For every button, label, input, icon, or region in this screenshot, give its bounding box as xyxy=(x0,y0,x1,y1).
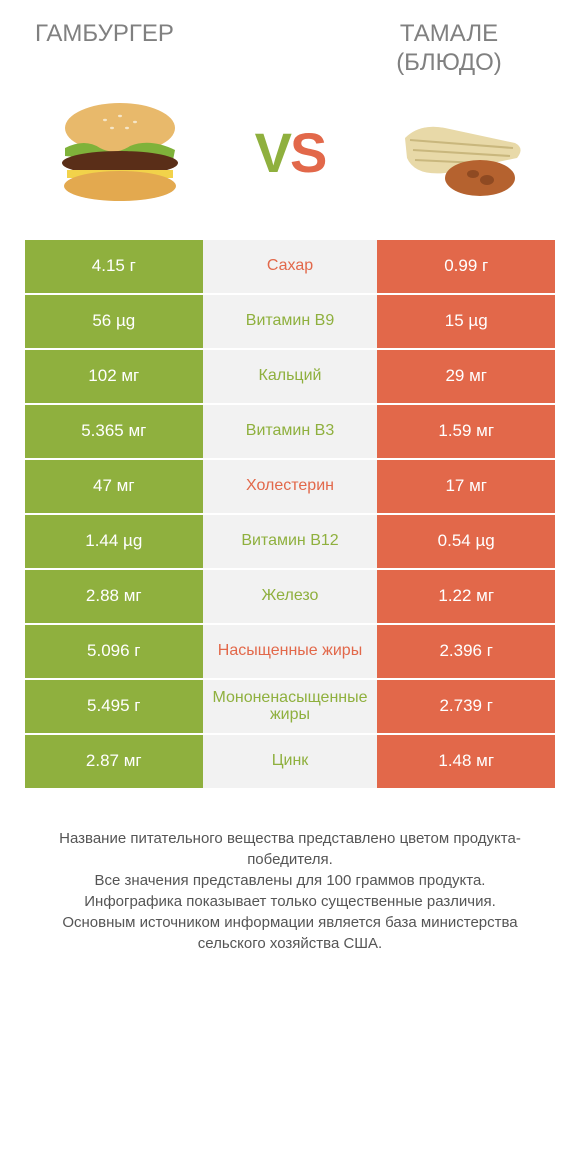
nutrient-label: Кальций xyxy=(203,350,378,403)
nutrient-label: Насыщенные жиры xyxy=(203,625,378,678)
table-row: 1.44 µgВитамин B120.54 µg xyxy=(25,513,555,568)
value-right: 1.22 мг xyxy=(377,570,555,623)
nutrient-label: Витамин B9 xyxy=(203,295,378,348)
vs-row: VS xyxy=(25,98,555,208)
value-right: 15 µg xyxy=(377,295,555,348)
value-left: 102 мг xyxy=(25,350,203,403)
header-row: ГАМБУРГЕР ТАМАЛЕ (БЛЮДО) xyxy=(25,20,555,78)
footer-line: Основным источником информации является … xyxy=(30,912,550,954)
table-row: 2.88 мгЖелезо1.22 мг xyxy=(25,568,555,623)
comparison-infographic: ГАМБУРГЕР ТАМАЛЕ (БЛЮДО) VS xyxy=(0,0,580,984)
product-right-title-line2: (БЛЮДО) xyxy=(343,49,555,78)
vs-label: VS xyxy=(255,120,326,185)
value-right: 1.48 мг xyxy=(377,735,555,788)
value-right: 2.739 г xyxy=(377,680,555,733)
footer-line: Инфографика показывает только существенн… xyxy=(30,891,550,912)
nutrient-label: Витамин B12 xyxy=(203,515,378,568)
value-left: 47 мг xyxy=(25,460,203,513)
table-row: 2.87 мгЦинк1.48 мг xyxy=(25,733,555,788)
value-right: 0.54 µg xyxy=(377,515,555,568)
product-right-title-line1: ТАМАЛЕ xyxy=(343,20,555,49)
value-left: 5.495 г xyxy=(25,680,203,733)
table-row: 4.15 гСахар0.99 г xyxy=(25,238,555,293)
table-row: 5.495 гМононенасыщенные жиры2.739 г xyxy=(25,678,555,733)
tamale-icon xyxy=(385,98,535,208)
value-right: 29 мг xyxy=(377,350,555,403)
vs-s: S xyxy=(290,121,325,184)
footer-line: Все значения представлены для 100 граммо… xyxy=(30,870,550,891)
product-right-title: ТАМАЛЕ (БЛЮДО) xyxy=(343,20,555,78)
value-left: 2.88 мг xyxy=(25,570,203,623)
product-left-title: ГАМБУРГЕР xyxy=(25,20,237,49)
table-row: 5.365 мгВитамин B31.59 мг xyxy=(25,403,555,458)
value-left: 5.096 г xyxy=(25,625,203,678)
nutrient-label: Сахар xyxy=(203,240,378,293)
table-row: 56 µgВитамин B915 µg xyxy=(25,293,555,348)
footer-line: Название питательного вещества представл… xyxy=(30,828,550,870)
footer-text: Название питательного вещества представл… xyxy=(25,828,555,954)
value-right: 0.99 г xyxy=(377,240,555,293)
value-right: 1.59 мг xyxy=(377,405,555,458)
value-left: 4.15 г xyxy=(25,240,203,293)
nutrient-label: Железо xyxy=(203,570,378,623)
value-left: 56 µg xyxy=(25,295,203,348)
nutrition-table: 4.15 гСахар0.99 г56 µgВитамин B915 µg102… xyxy=(25,238,555,788)
nutrient-label: Холестерин xyxy=(203,460,378,513)
nutrient-label: Витамин B3 xyxy=(203,405,378,458)
value-right: 17 мг xyxy=(377,460,555,513)
table-row: 102 мгКальций29 мг xyxy=(25,348,555,403)
vs-v: V xyxy=(255,121,290,184)
hamburger-icon xyxy=(45,98,195,208)
value-left: 2.87 мг xyxy=(25,735,203,788)
nutrient-label: Цинк xyxy=(203,735,378,788)
table-row: 47 мгХолестерин17 мг xyxy=(25,458,555,513)
table-row: 5.096 гНасыщенные жиры2.396 г xyxy=(25,623,555,678)
value-right: 2.396 г xyxy=(377,625,555,678)
value-left: 1.44 µg xyxy=(25,515,203,568)
nutrient-label: Мононенасыщенные жиры xyxy=(203,680,378,733)
value-left: 5.365 мг xyxy=(25,405,203,458)
